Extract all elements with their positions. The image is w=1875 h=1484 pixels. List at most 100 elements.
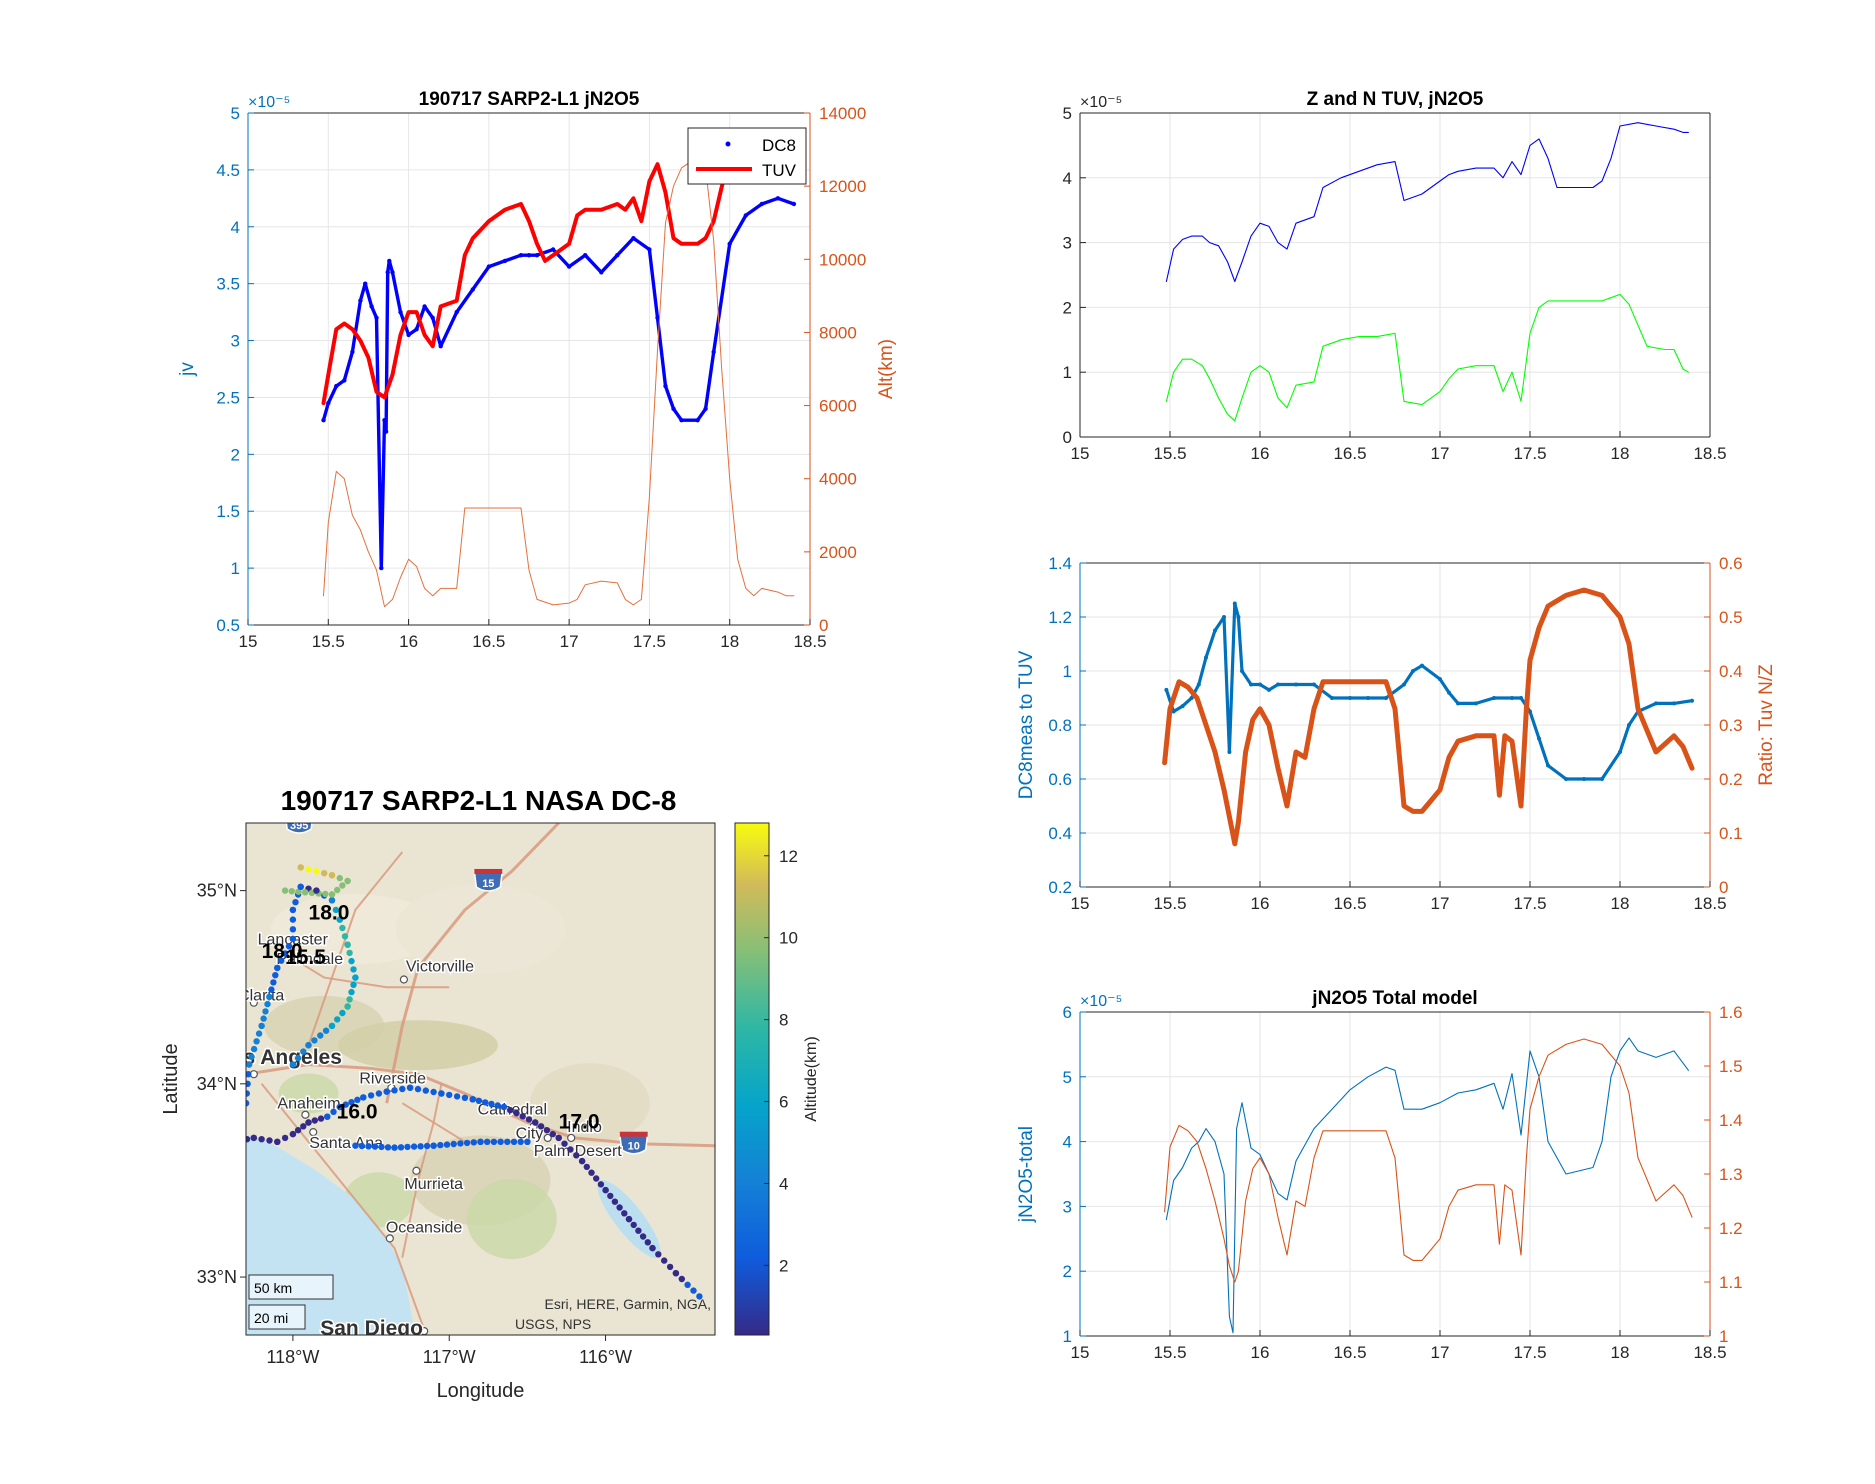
map-track-point-12 [500,1103,508,1111]
p3-y-tick-label: 0.6 [1048,770,1072,789]
p3-point-0-10 [1236,615,1241,619]
p3-point-0-37 [1600,777,1604,781]
p3-y-tick-label: 1.4 [1048,554,1072,573]
map-terrain-3 [529,1063,650,1144]
p1-point-0-10 [382,418,387,423]
p1-series-group [321,128,797,608]
p2-y-tick-label: 3 [1063,234,1072,253]
map-track-point [262,1008,269,1015]
p3-chart: 15 15.5 16 16.5 17 17.5 18 18.5 0.2 0.4 0.6 0.8 1 1.2… [1016,554,1777,913]
p3-point-1-13 [1258,706,1262,711]
map-track-point [350,966,357,973]
map-track-point [430,1088,437,1096]
p3-x-tick-label: 18 [1611,894,1630,913]
p4-y2-tick-label: 1.4 [1719,1111,1743,1130]
p1-point-0-23 [486,264,492,269]
p3-point-1-12 [1250,717,1255,722]
map-track-point [443,1141,451,1148]
p3-point-1-7 [1222,787,1226,792]
p3-point-0-32 [1528,709,1532,714]
map-highway-shield-top-1 [619,1131,648,1137]
map-track-point [488,1100,495,1108]
map-track-point-14 [555,1134,562,1142]
p1-point-0-29 [566,264,572,269]
p1-x-tick-label: 17 [560,632,579,651]
p3-series-dc8meas-to-tuv-line [1164,601,1694,781]
map-track-point [317,1115,325,1122]
p2-y-tick-label: 5 [1063,104,1072,123]
p4-y2-tick-label: 1.6 [1719,1003,1743,1022]
map-track-point [350,981,357,988]
p3-point-1-5 [1204,723,1208,727]
p3-y2-tick-label: 0.2 [1719,770,1743,789]
p1-point-0-12 [385,270,390,275]
p1-y2-tick-label: 8000 [819,323,857,342]
p1-point-0-24 [502,258,508,264]
map-colorbar-tick-label: 12 [779,847,798,866]
p3-x-tick-label: 17.5 [1513,894,1546,913]
map-road-1 [385,823,560,1104]
map-track-point [321,870,328,877]
p3-point-1-43 [1564,593,1568,598]
p1-point-0-14 [390,270,395,275]
p3-point-1-24 [1384,679,1388,684]
map-track-point-2 [274,1138,281,1146]
p3-point-1-10 [1236,820,1241,825]
map-track-point [300,1048,307,1055]
p1-point-0-35 [655,315,660,320]
p3-point-1-48 [1636,706,1640,711]
map-track-point [453,1093,461,1100]
map-track-point [295,888,302,895]
p1-point-0-3 [342,378,347,383]
p3-y-tick-label: 1.2 [1048,608,1072,627]
p1-legend-dc8-label: DC8 [762,136,796,155]
p3-x-tick-label: 17 [1431,894,1450,913]
p3-point-0-43 [1690,698,1694,703]
p4-plot-area [1080,1012,1710,1336]
p4-y-tick-label: 1 [1063,1327,1072,1346]
map-track-point-39 [344,1003,351,1010]
map-track-point [250,1045,258,1053]
map-track-point-6 [336,1103,343,1111]
p1-point-0-8 [374,315,379,320]
p3-point-0-3 [1189,696,1194,700]
p4-x-tick-label: 17 [1431,1343,1450,1362]
p3-y2-tick-label: 0.4 [1719,662,1743,681]
map-track-point-15 [578,1157,586,1165]
map-track-point [378,1143,385,1151]
map-colorbar-label: Altitude(km) [803,1036,820,1121]
map-place-marker-1 [249,998,258,1007]
map-track-point [588,1169,595,1176]
p2-x-tick-label: 16 [1251,444,1270,463]
map-track-point [384,1144,392,1151]
map-track-point-30 [274,964,281,972]
map-road-5 [307,851,404,1046]
p2-plot-area [1080,113,1710,437]
map-scale-bar-mi [248,1304,306,1330]
p3-y-tick-label: 0.8 [1048,716,1072,735]
p3-point-0-12 [1249,682,1253,687]
p3-point-1-29 [1429,798,1433,803]
map-terrain-4 [270,894,441,965]
map-track-point-10 [438,1090,445,1097]
p2-exponent-label: ×10⁻⁵ [1080,94,1122,111]
map-track-point [561,1140,568,1147]
p1-point-0-9 [379,565,384,571]
p3-y-label: DC8meas to TUV [1016,650,1037,799]
p3-x-tick-label: 18.5 [1693,894,1726,913]
map-track-point-16 [602,1186,609,1194]
p1-point-0-39 [695,418,700,423]
p3-point-0-38 [1618,750,1622,754]
map-track-point [644,1239,651,1246]
map-track-point [607,1192,614,1200]
map-place-marker-13 [385,1234,394,1243]
p2-y-tick-label: 2 [1063,298,1072,317]
p3-point-0-34 [1546,763,1550,768]
p1-axes [247,112,811,626]
map-track-point-4 [305,1119,312,1126]
p3-point-1-20 [1321,679,1325,684]
p1-plot-area [248,113,810,625]
map-track-point [450,1140,457,1148]
map-track-point-26 [246,1100,250,1107]
p1-point-0-6 [363,281,368,286]
